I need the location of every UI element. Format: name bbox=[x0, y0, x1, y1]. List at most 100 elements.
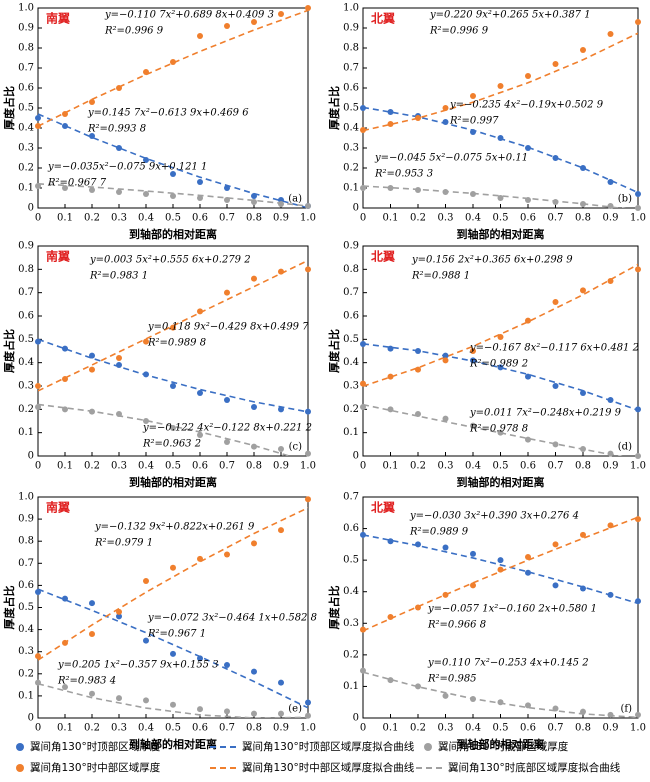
data-point bbox=[470, 129, 476, 135]
x-tick-label: 0.9 bbox=[603, 461, 619, 472]
data-point bbox=[387, 185, 394, 191]
y-tick-label: 0.1 bbox=[343, 681, 359, 692]
fit-equation: y=0.220 9x²+0.265 5x+0.387 1 bbox=[429, 10, 591, 21]
data-point bbox=[470, 696, 476, 703]
y-tick-label: 0.3 bbox=[18, 381, 34, 392]
x-tick-label: 0.1 bbox=[383, 723, 399, 734]
fit-equation: R²=0.983 4 bbox=[57, 676, 116, 687]
y-tick-label: 0.7 bbox=[343, 287, 359, 298]
data-point bbox=[116, 613, 122, 620]
x-tick-label: 0.6 bbox=[192, 461, 208, 472]
data-point bbox=[607, 397, 614, 403]
y-tick-label: 0.8 bbox=[18, 43, 34, 54]
data-point bbox=[197, 179, 203, 185]
fit-equation: y=0.205 1x²−0.357 9x+0.155 3 bbox=[57, 660, 219, 671]
data-point bbox=[497, 334, 504, 340]
data-point bbox=[62, 185, 68, 191]
data-point bbox=[170, 193, 176, 199]
fit-curve bbox=[38, 338, 308, 413]
data-point bbox=[224, 551, 230, 558]
legend-label: 翼间角130°时中部区域厚度拟合曲线 bbox=[242, 761, 415, 774]
panel-label: (c) bbox=[289, 442, 303, 453]
legend-marker bbox=[16, 764, 24, 772]
y-axis-title: 厚度占比 bbox=[2, 586, 16, 630]
data-point bbox=[497, 566, 504, 573]
data-point bbox=[442, 357, 449, 364]
fit-curve bbox=[363, 342, 638, 412]
data-point bbox=[197, 655, 203, 662]
y-tick-label: 0 bbox=[353, 713, 359, 724]
data-point bbox=[580, 390, 586, 396]
data-point bbox=[635, 19, 641, 25]
x-tick-label: 0 bbox=[35, 723, 41, 734]
data-point bbox=[197, 706, 203, 713]
data-point bbox=[580, 47, 586, 53]
fit-equation: R²=0.963 2 bbox=[142, 439, 201, 450]
data-point bbox=[360, 667, 366, 674]
fit-equation: y=0.156 2x²+0.365 6x+0.298 9 bbox=[411, 255, 573, 266]
x-tick-label: 0 bbox=[360, 213, 366, 224]
data-point bbox=[35, 115, 41, 121]
data-point bbox=[607, 31, 614, 37]
data-point bbox=[442, 591, 449, 598]
data-point bbox=[415, 683, 421, 690]
wing-label: 南翼 bbox=[46, 500, 70, 515]
fit-equation: R²=0.996 9 bbox=[429, 26, 489, 37]
data-point bbox=[170, 650, 176, 657]
y-tick-label: 0.4 bbox=[343, 357, 359, 368]
y-tick-label: 0.7 bbox=[18, 287, 34, 298]
y-tick-label: 0.5 bbox=[18, 334, 34, 345]
fit-equation: y=−0.045 5x²−0.075 5x+0.11 bbox=[374, 153, 528, 164]
x-tick-label: 0.7 bbox=[219, 723, 235, 734]
x-tick-label: 0.2 bbox=[410, 461, 426, 472]
fit-equation: R²=0.978 8 bbox=[469, 424, 528, 435]
y-tick-label: 0.2 bbox=[343, 163, 359, 174]
x-tick-label: 0.5 bbox=[493, 461, 509, 472]
x-tick-label: 0.5 bbox=[165, 461, 181, 472]
y-tick-label: 0 bbox=[28, 451, 34, 462]
data-point bbox=[580, 708, 586, 715]
data-point bbox=[387, 406, 394, 413]
data-point bbox=[197, 390, 203, 396]
fit-curve bbox=[38, 113, 308, 208]
data-point bbox=[116, 695, 122, 702]
data-point bbox=[278, 527, 284, 534]
y-tick-label: 0.7 bbox=[343, 492, 359, 503]
y-tick-label: 0.9 bbox=[343, 23, 359, 34]
y-axis-title: 厚度占比 bbox=[2, 329, 16, 373]
x-tick-label: 0 bbox=[35, 213, 41, 224]
fit-equation: y=−0.110 7x²+0.689 8x+0.409 3 bbox=[104, 10, 274, 21]
wing-label: 北翼 bbox=[371, 249, 395, 264]
data-point bbox=[89, 600, 95, 607]
wing-label: 北翼 bbox=[371, 500, 395, 515]
y-tick-label: 0.6 bbox=[343, 83, 359, 94]
data-point bbox=[278, 268, 284, 275]
data-point bbox=[62, 123, 68, 129]
data-point bbox=[635, 205, 641, 211]
data-point bbox=[552, 441, 559, 448]
data-point bbox=[305, 496, 311, 503]
data-point bbox=[360, 626, 366, 633]
data-point bbox=[278, 679, 284, 686]
fit-equation: R²=0.997 bbox=[449, 116, 499, 127]
data-point bbox=[442, 415, 449, 422]
fit-equation: R²=0.979 1 bbox=[94, 538, 153, 549]
data-point bbox=[89, 187, 95, 193]
data-point bbox=[35, 183, 41, 189]
wing-label: 南翼 bbox=[46, 11, 70, 26]
data-point bbox=[305, 203, 311, 209]
data-point bbox=[197, 308, 203, 315]
data-point bbox=[116, 411, 122, 417]
data-point bbox=[552, 705, 559, 712]
data-point bbox=[251, 404, 257, 410]
fit-equation: y=0.011 7x²−0.248x+0.219 9 bbox=[469, 408, 622, 419]
fit-equation: y=−0.035x²−0.075 9x+0.121 1 bbox=[47, 162, 207, 173]
data-point bbox=[387, 345, 394, 352]
wing-label: 南翼 bbox=[46, 249, 70, 264]
data-point bbox=[143, 371, 149, 378]
data-point bbox=[442, 119, 449, 125]
data-point bbox=[305, 408, 311, 415]
data-point bbox=[497, 364, 504, 371]
data-point bbox=[497, 429, 504, 436]
x-tick-label: 0.6 bbox=[192, 723, 208, 734]
